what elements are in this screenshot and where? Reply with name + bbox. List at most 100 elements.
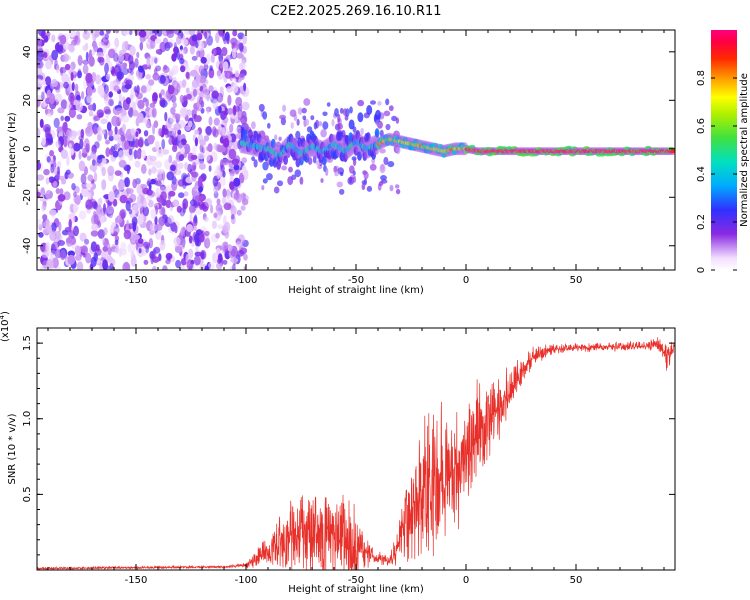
spectrogram-noise-blob (121, 41, 129, 53)
spectrogram-noise-blob (394, 184, 400, 189)
spectrogram-noise-blob (118, 247, 123, 258)
spectrogram-noise-blob (213, 142, 218, 151)
spectrogram-noise-blob (203, 135, 210, 142)
spectrogram-noise-blob (127, 223, 134, 230)
spectrogram-noise-blob (211, 220, 217, 229)
spectrogram-noise-blob (128, 30, 133, 36)
spectrogram-noise-blob (165, 252, 173, 260)
spectrogram-noise-blob (221, 196, 227, 205)
spectrogram-noise-blob (118, 92, 123, 104)
spectrogram-noise-blob (106, 121, 112, 132)
spectrogram-noise-blob (276, 180, 284, 187)
spectrogram-noise-blob (294, 169, 301, 178)
spectrogram-noise-blob (155, 180, 162, 187)
spectrogram-noise-blob (60, 149, 68, 159)
spectrogram-noise-blob (174, 224, 178, 234)
spectrogram-noise-blob (96, 51, 105, 58)
spectrogram-noise-blob (51, 34, 56, 43)
spectrogram-noise-blob (108, 135, 114, 142)
spectrogram-noise-blob (187, 120, 193, 128)
spectrogram-noise-blob (267, 122, 271, 129)
spectrogram-noise-blob (57, 107, 65, 114)
spectrogram-noise-blob (207, 143, 213, 153)
spectrogram-noise-blob (69, 30, 76, 38)
spectrogram-noise-blob (60, 99, 68, 110)
spectrogram-noise-blob (45, 177, 50, 185)
spectrogram-noise-blob (50, 164, 55, 174)
spectrogram-noise-blob (241, 86, 250, 98)
spectrogram-noise-blob (128, 153, 134, 161)
spectrogram-noise-blob (165, 30, 174, 35)
spectrogram-noise-blob (90, 230, 99, 237)
spectrogram-noise-blob (142, 206, 150, 217)
spectrogram-noise-blob (122, 123, 126, 132)
spectrogram-noise-blob (57, 194, 66, 202)
spectrogram-noise-blob (93, 213, 99, 225)
spectrogram-noise-blob (243, 253, 248, 261)
spectrogram-noise-blob (194, 195, 203, 202)
spectrogram-noise-blob (113, 85, 120, 92)
snr-y-tick-label: 1.0 (22, 411, 33, 427)
spectrogram-noise-blob (194, 251, 202, 257)
spectrogram-noise-blob (222, 126, 229, 137)
spectrogram-noise-blob (395, 188, 401, 195)
spectrogram-noise-blob (200, 56, 207, 64)
spectrogram-y-ticks: -40 -20 0 20 40 (22, 39, 675, 259)
spectrogram-noise-blob (125, 200, 131, 212)
spectrogram-noise-blob (199, 233, 205, 243)
spectrogram-noise-blob (281, 165, 287, 171)
spectrogram-noise-blob (333, 165, 338, 174)
spectrogram-noise-blob (126, 219, 130, 231)
spectrogram-noise-blob (189, 213, 193, 222)
spectrogram-noise-blob (179, 265, 186, 270)
spectrogram-noise-blob (41, 91, 45, 100)
spectrogram-noise-blob (54, 93, 63, 103)
spectrogram-noise-blob (303, 98, 311, 106)
spectrogram-noise-blob (184, 162, 189, 170)
spectrogram-noise-blob (180, 147, 185, 155)
spectrogram-noise-blob (113, 225, 120, 235)
spectrogram-noise-blob (148, 168, 152, 176)
snr-x-tick-label: -150 (125, 575, 148, 586)
spectrogram-noise-blob (156, 30, 163, 37)
spectrogram-noise-blob (191, 55, 198, 61)
spectrogram-noise-blob (88, 110, 94, 117)
spectrogram-noise-blob (42, 214, 48, 221)
spectrogram-noise-blob (104, 109, 112, 115)
spectrogram-noise-blob (191, 242, 195, 247)
spectrogram-noise-blob (99, 214, 105, 224)
spectrogram-noise-blob (339, 107, 344, 114)
spectrogram-noise-blob (388, 105, 394, 112)
spectrogram-noise-blob (191, 159, 200, 166)
spectrogram-noise-blob (42, 221, 48, 228)
spectrogram-noise-blob (73, 35, 81, 45)
spectrogram-ridge-blob (375, 109, 381, 120)
spectrogram-noise-blob (86, 155, 91, 161)
spectrogram-noise-blob (180, 65, 186, 73)
spectrogram-noise-blob (56, 44, 64, 55)
spectrogram-noise-blob (117, 128, 124, 136)
spectrogram-noise-blob (172, 101, 177, 109)
spectrogram-noise-blob (199, 143, 204, 153)
spectrogram-noise-blob (170, 164, 176, 172)
spectrogram-noise-blob (99, 30, 105, 36)
spectrogram-noise-blob (138, 248, 142, 254)
spectrogram-noise-blob (337, 123, 343, 130)
spectrogram-noise-blob (213, 185, 219, 194)
spectrogram-noise-blob (46, 258, 54, 269)
spectrogram-noise-blob (137, 99, 145, 110)
spectrogram-noise-blob (145, 83, 152, 93)
spectrogram-noise-blob (37, 49, 45, 58)
spectrogram-noise-blob (172, 199, 180, 207)
spectrogram-noise-blob (38, 232, 44, 238)
spectrogram-noise-blob (103, 203, 106, 214)
spectrogram-noise-blob (173, 236, 181, 246)
spectrogram-noise-blob (189, 69, 198, 77)
spectrogram-noise-blob (189, 199, 197, 207)
spectrogram-noise-blob (57, 240, 66, 246)
spectrogram-noise-blob (111, 115, 119, 127)
spectrogram-noise-blob (112, 132, 120, 141)
spectrogram-noise-blob (143, 130, 149, 137)
spectrogram-noise-blob (207, 262, 215, 270)
spectrogram-noise-blob (106, 205, 114, 215)
